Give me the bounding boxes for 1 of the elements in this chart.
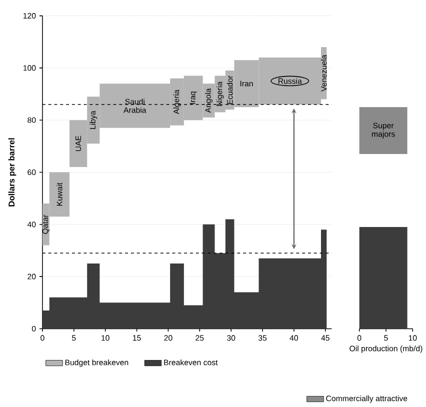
y-axis-title: Dollars per barrel xyxy=(8,138,16,207)
